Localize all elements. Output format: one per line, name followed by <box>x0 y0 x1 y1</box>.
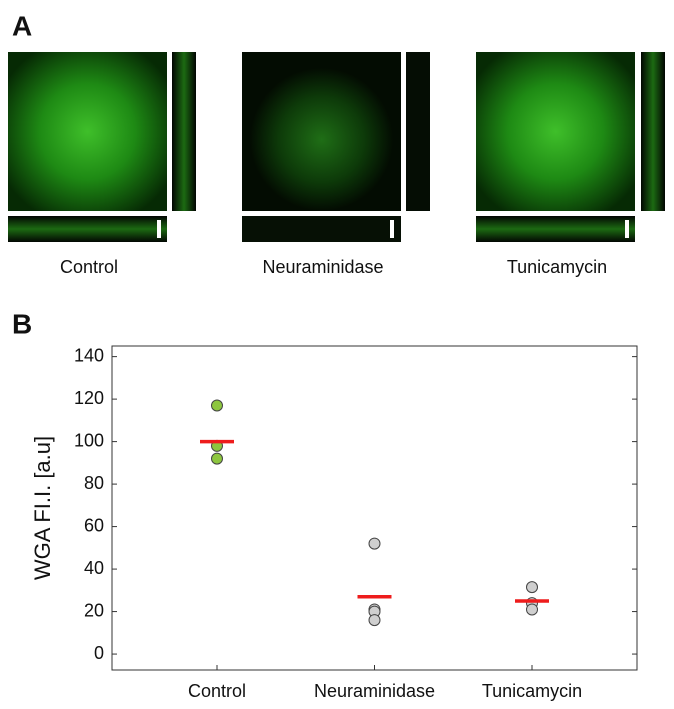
y-tick-label: 20 <box>84 600 104 620</box>
image-group <box>8 52 196 242</box>
bottom-projection <box>476 216 635 242</box>
scale-bar <box>390 220 394 238</box>
side-projection <box>172 52 196 211</box>
y-tick-label: 140 <box>74 345 104 365</box>
data-point <box>211 399 223 412</box>
panel-label: B <box>12 308 32 339</box>
data-point <box>526 603 538 616</box>
image-caption: Neuraminidase <box>262 257 383 277</box>
side-projection <box>641 52 665 211</box>
image-group <box>476 52 665 242</box>
y-tick-label: 60 <box>84 515 104 535</box>
scale-bar <box>157 220 161 238</box>
image-caption: Tunicamycin <box>507 257 607 277</box>
y-axis-label: WGA FI.I. [a.u] <box>30 436 55 580</box>
data-point <box>526 581 538 594</box>
scale-bar <box>625 220 629 238</box>
micrograph <box>242 52 401 211</box>
bottom-projection <box>242 216 401 242</box>
micrograph <box>476 52 635 211</box>
data-point <box>211 452 223 465</box>
x-tick-label: Tunicamycin <box>482 681 582 701</box>
micrograph <box>8 52 167 211</box>
y-tick-label: 40 <box>84 558 104 578</box>
x-tick-label: Neuraminidase <box>314 681 435 701</box>
panel-label: A <box>12 10 32 41</box>
image-group <box>242 52 430 242</box>
image-caption: Control <box>60 257 118 277</box>
bottom-projection <box>8 216 167 242</box>
x-tick-label: Control <box>188 681 246 701</box>
data-point <box>368 614 381 627</box>
y-tick-label: 120 <box>74 388 104 408</box>
data-point <box>368 537 381 550</box>
y-tick-label: 100 <box>74 430 104 450</box>
y-tick-label: 0 <box>94 643 104 663</box>
y-tick-label: 80 <box>84 473 104 493</box>
side-projection <box>406 52 430 211</box>
